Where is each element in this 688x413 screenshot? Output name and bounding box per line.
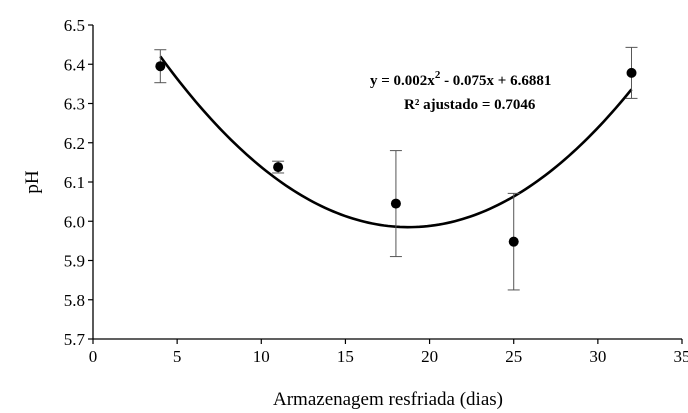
x-tick-label: 5 xyxy=(173,347,182,366)
data-point xyxy=(508,236,519,247)
x-tick-label: 25 xyxy=(505,347,522,366)
y-tick-label: 5.7 xyxy=(64,330,86,349)
x-tick-label: 35 xyxy=(674,347,688,366)
x-tick-label: 15 xyxy=(337,347,354,366)
y-tick-label: 6.5 xyxy=(64,16,85,35)
x-tick-label: 20 xyxy=(421,347,438,366)
data-point xyxy=(390,198,401,209)
y-tick-label: 5.9 xyxy=(64,252,85,271)
r-squared-label: R² ajustado = 0.7046 xyxy=(404,97,536,113)
data-point xyxy=(273,162,284,173)
x-tick-label: 30 xyxy=(589,347,606,366)
data-point xyxy=(155,61,166,72)
trendline-equation: y = 0.002x2 - 0.075x + 6.6881 xyxy=(370,69,551,89)
x-axis-title: Armazenagem resfriada (dias) xyxy=(273,389,503,410)
y-tick-label: 6.1 xyxy=(64,173,85,192)
y-tick-label: 5.8 xyxy=(64,291,85,310)
y-axis-title: pH xyxy=(22,170,43,194)
data-points xyxy=(155,61,637,247)
y-tick-label: 6.0 xyxy=(64,212,85,231)
data-point xyxy=(626,67,637,78)
tick-labels: 0 5 10 15 20 25 30 35 5.7 5.8 5.9 6.0 6.1 6.2 6.3 6.4 6.… xyxy=(64,16,688,366)
x-tick-label: 0 xyxy=(89,347,98,366)
y-tick-label: 6.3 xyxy=(64,95,85,114)
ticks xyxy=(88,24,683,344)
y-tick-label: 6.2 xyxy=(64,134,85,153)
y-tick-label: 6.4 xyxy=(64,55,86,74)
x-tick-label: 10 xyxy=(253,347,270,366)
